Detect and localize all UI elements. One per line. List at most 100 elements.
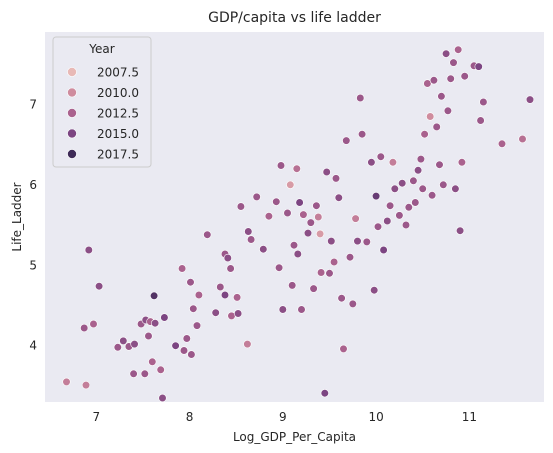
- data-point: [211, 308, 220, 317]
- data-point: [409, 176, 418, 185]
- data-point: [325, 269, 334, 278]
- data-point: [476, 116, 485, 125]
- data-point: [358, 130, 367, 139]
- data-point: [474, 62, 483, 71]
- points-layer: [62, 45, 535, 403]
- data-point: [518, 134, 527, 144]
- data-point: [423, 79, 432, 88]
- data-point: [286, 180, 295, 189]
- data-point: [189, 304, 198, 313]
- data-point: [362, 237, 371, 246]
- data-point: [276, 161, 286, 170]
- data-point: [62, 377, 71, 387]
- data-point: [292, 164, 301, 173]
- data-point: [129, 369, 138, 378]
- data-point: [386, 201, 395, 210]
- data-point: [299, 210, 308, 219]
- legend-label: 2017.5: [97, 148, 139, 162]
- data-point: [418, 184, 427, 193]
- data-point: [80, 323, 89, 333]
- data-point: [312, 201, 321, 210]
- data-point: [317, 268, 326, 277]
- data-point: [414, 166, 423, 175]
- legend-label: 2012.5: [97, 107, 139, 121]
- x-tick-label: 8: [186, 410, 194, 424]
- data-point: [442, 49, 451, 58]
- data-point: [322, 167, 331, 177]
- legend-entries: 2007.5 2010.0 2012.5 2015.0 2017.5: [67, 66, 139, 162]
- data-point: [426, 112, 435, 121]
- data-point: [456, 226, 465, 235]
- data-point: [331, 174, 341, 183]
- data-point: [309, 284, 318, 293]
- x-tick-label: 9: [279, 410, 287, 424]
- data-point: [203, 230, 212, 239]
- data-point: [289, 241, 299, 250]
- data-point: [160, 313, 169, 322]
- data-point: [272, 197, 281, 206]
- data-point: [351, 214, 360, 223]
- chart-title: GDP/capita vs life ladder: [208, 10, 381, 26]
- data-point: [416, 155, 426, 164]
- data-point: [148, 357, 157, 366]
- data-point: [156, 365, 165, 374]
- data-point: [446, 74, 455, 83]
- data-point: [288, 281, 297, 290]
- y-axis-label: Life_Ladder: [10, 182, 24, 251]
- data-point: [264, 212, 274, 221]
- x-tick-label: 7: [92, 410, 100, 424]
- data-point: [150, 291, 159, 300]
- data-point: [158, 393, 167, 403]
- data-point: [113, 343, 122, 352]
- data-point: [223, 253, 232, 263]
- data-point: [297, 305, 306, 314]
- data-point: [187, 350, 196, 359]
- data-point: [432, 122, 441, 131]
- data-point: [233, 293, 242, 302]
- data-point: [372, 192, 381, 201]
- legend-title: Year: [88, 42, 114, 56]
- data-point: [316, 229, 325, 238]
- legend-marker: [67, 128, 77, 139]
- data-point: [330, 257, 339, 267]
- data-point: [398, 179, 407, 188]
- x-tick-label: 10: [368, 410, 383, 424]
- data-point: [259, 245, 268, 254]
- legend: Year 2007.5 2010.0 2012.5 2015.0 2017.5: [52, 36, 152, 168]
- data-point: [216, 282, 225, 292]
- data-point: [236, 202, 245, 211]
- data-point: [348, 299, 357, 309]
- data-point: [373, 222, 383, 231]
- data-point: [345, 253, 355, 262]
- data-point: [94, 282, 104, 291]
- legend-label: 2010.0: [97, 86, 139, 100]
- legend-marker: [67, 87, 77, 98]
- data-point: [367, 158, 376, 167]
- legend-label: 2007.5: [97, 66, 139, 80]
- data-point: [454, 45, 463, 54]
- data-point: [89, 319, 98, 329]
- legend-marker: [67, 108, 77, 118]
- legend-box: [52, 36, 152, 168]
- data-point: [194, 290, 203, 300]
- data-point: [81, 381, 91, 390]
- data-point: [401, 220, 411, 230]
- data-point: [390, 184, 399, 193]
- x-axis-label: Log_GDP_Per_Capita: [233, 430, 356, 444]
- data-point: [320, 389, 329, 398]
- y-tick-label: 6: [29, 178, 37, 192]
- data-point: [429, 76, 439, 85]
- data-point: [460, 72, 469, 81]
- data-point: [275, 263, 284, 272]
- data-point: [151, 319, 160, 328]
- data-point: [306, 218, 315, 227]
- data-point: [179, 346, 189, 355]
- data-point: [303, 229, 313, 238]
- legend-marker: [67, 67, 77, 77]
- data-point: [119, 336, 128, 346]
- data-point: [479, 97, 488, 107]
- data-point: [388, 158, 398, 167]
- data-point: [234, 309, 243, 318]
- data-point: [186, 278, 195, 287]
